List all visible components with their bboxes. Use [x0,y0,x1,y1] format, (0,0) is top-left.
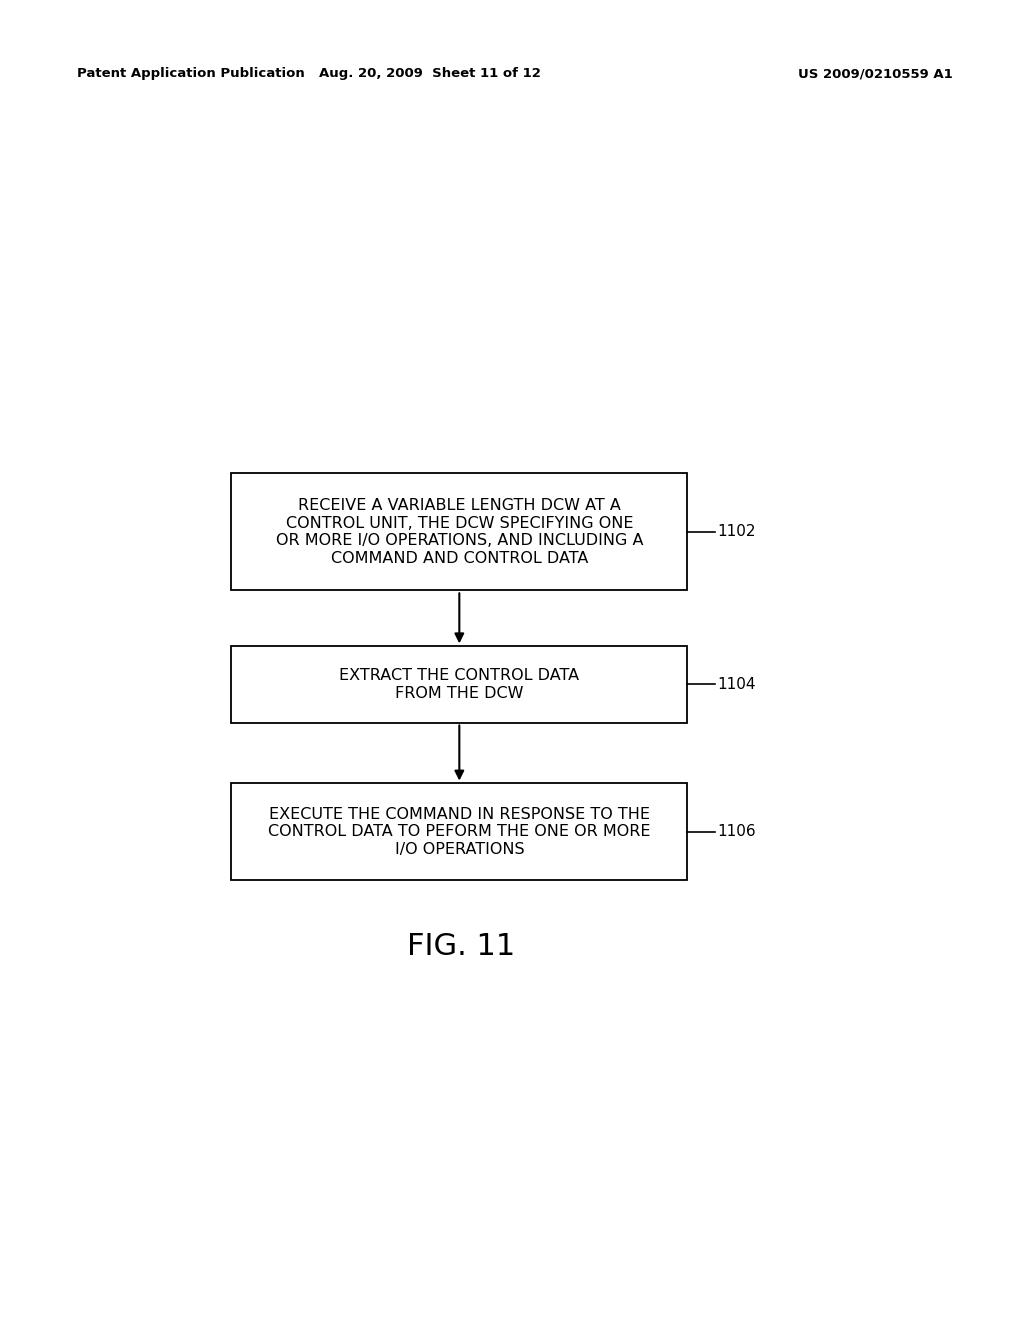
Text: 1104: 1104 [718,677,756,692]
Text: 1106: 1106 [718,824,757,840]
Text: EXTRACT THE CONTROL DATA
FROM THE DCW: EXTRACT THE CONTROL DATA FROM THE DCW [339,668,580,701]
Text: EXECUTE THE COMMAND IN RESPONSE TO THE
CONTROL DATA TO PEFORM THE ONE OR MORE
I/: EXECUTE THE COMMAND IN RESPONSE TO THE C… [268,807,650,857]
Text: 1102: 1102 [718,524,756,540]
Text: US 2009/0210559 A1: US 2009/0210559 A1 [798,67,952,81]
Text: FIG. 11: FIG. 11 [408,932,515,961]
Bar [231,474,687,590]
Text: RECEIVE A VARIABLE LENGTH DCW AT A
CONTROL UNIT, THE DCW SPECIFYING ONE
OR MORE : RECEIVE A VARIABLE LENGTH DCW AT A CONTR… [275,499,643,565]
Text: Aug. 20, 2009  Sheet 11 of 12: Aug. 20, 2009 Sheet 11 of 12 [319,67,541,81]
Bar [231,784,687,880]
Text: Patent Application Publication: Patent Application Publication [77,67,304,81]
Bar [231,647,687,722]
